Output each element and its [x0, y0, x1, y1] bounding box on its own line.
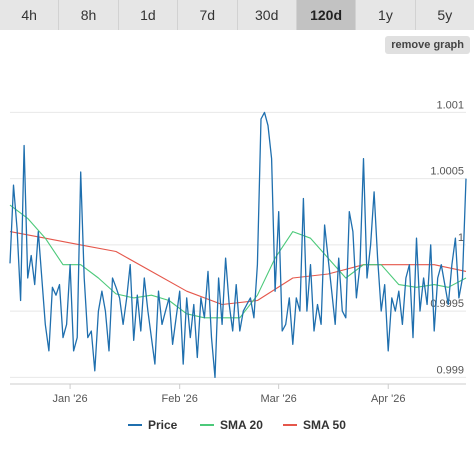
series-line-sma50: [9, 231, 467, 306]
tab-7d[interactable]: 7d: [178, 0, 238, 30]
price-chart: 0.999 0.9995 1 1.0005 1.001 Jan '26 Feb '26 Mar…: [9, 99, 467, 432]
series-line-price: [9, 111, 467, 379]
range-tabs: 4h 8h 1d 7d 30d 120d 1y 5y: [0, 0, 474, 30]
y-tick-label: 1.0005: [430, 166, 464, 178]
legend-item-sma50[interactable]: SMA 50: [283, 418, 346, 432]
x-tick-label: Apr '26: [371, 393, 406, 405]
tab-4h[interactable]: 4h: [0, 0, 60, 30]
y-tick-label: 0.999: [436, 364, 464, 376]
tab-8h[interactable]: 8h: [59, 0, 119, 30]
x-tick-label: Jan '26: [53, 393, 88, 405]
x-tick-label: Mar '26: [260, 393, 296, 405]
tab-30d[interactable]: 30d: [238, 0, 297, 30]
x-tick-label: Feb '26: [161, 393, 197, 405]
legend-label: SMA 50: [303, 418, 346, 432]
legend-item-price[interactable]: Price: [128, 418, 178, 432]
tab-120d[interactable]: 120d: [296, 0, 357, 30]
y-tick-label: 1.001: [436, 99, 464, 111]
tab-5y[interactable]: 5y: [437, 7, 453, 23]
y-tick-label: 1: [458, 232, 464, 244]
legend-label: SMA 20: [220, 418, 263, 432]
legend-label: Price: [148, 418, 178, 432]
remove-graph-button[interactable]: remove graph: [385, 36, 470, 54]
tab-1d[interactable]: 1d: [119, 0, 179, 30]
legend-item-sma20[interactable]: SMA 20: [200, 418, 263, 432]
tab-1y[interactable]: 1y: [356, 0, 416, 30]
y-tick-label: 0.9995: [430, 298, 464, 310]
series-line-sma20: [9, 204, 467, 319]
